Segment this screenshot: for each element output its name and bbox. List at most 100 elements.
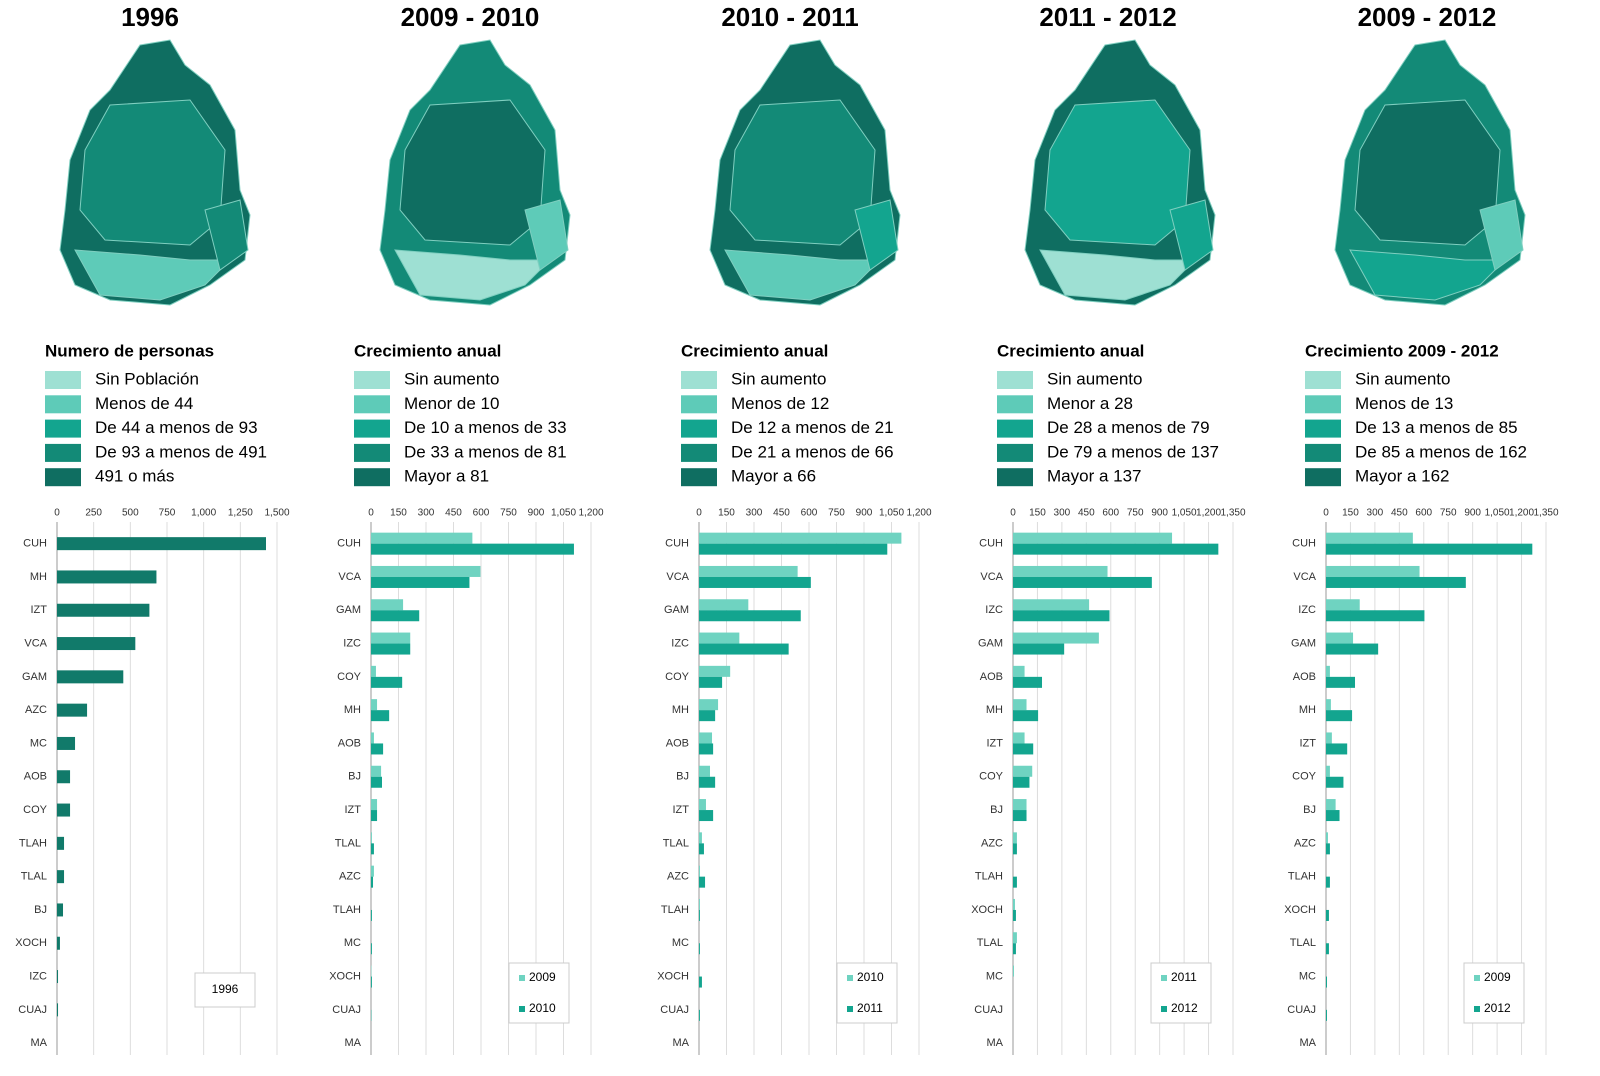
x-tick-label: 1,350 xyxy=(1533,508,1558,519)
x-tick-label: 450 xyxy=(445,508,462,519)
legend-label: De 79 a menos de 137 xyxy=(1047,442,1219,461)
legend-label: Sin aumento xyxy=(731,369,826,388)
bar xyxy=(57,936,60,950)
bar xyxy=(1326,876,1330,888)
category-label: XOCH xyxy=(971,904,1003,916)
category-label: IZC xyxy=(671,637,689,649)
bar xyxy=(371,876,374,888)
bar xyxy=(699,876,706,888)
legend-label: De 85 a menos de 162 xyxy=(1355,442,1527,461)
x-tick-label: 0 xyxy=(54,508,60,519)
bar xyxy=(1326,710,1353,722)
category-label: MC xyxy=(344,937,361,949)
legend-label: Mayor a 162 xyxy=(1355,467,1450,486)
x-tick-label: 750 xyxy=(500,508,517,519)
legend-swatch xyxy=(681,371,717,389)
bar xyxy=(1013,909,1016,921)
legend-swatch xyxy=(1305,468,1341,487)
category-label: AZC xyxy=(667,871,689,883)
category-label: VCA xyxy=(666,571,689,583)
bar xyxy=(1013,676,1043,688)
bar xyxy=(699,799,706,811)
x-tick-label: 450 xyxy=(1391,508,1408,519)
bar xyxy=(1013,932,1017,944)
map-region xyxy=(74,249,232,301)
bar xyxy=(1326,543,1533,555)
bar xyxy=(699,810,714,822)
x-tick-label: 750 xyxy=(159,508,176,519)
bar xyxy=(699,676,723,688)
category-label: CUH xyxy=(23,538,47,550)
category-label: MA xyxy=(345,1037,362,1049)
bar xyxy=(1326,699,1331,711)
bar xyxy=(699,599,749,611)
legend-label: Sin aumento xyxy=(404,369,499,388)
category-label: GAM xyxy=(1291,637,1316,649)
category-label: IZC xyxy=(1298,604,1316,616)
bar xyxy=(57,603,150,617)
bar xyxy=(371,643,411,655)
legend-title: Crecimiento 2009 - 2012 xyxy=(1305,341,1499,360)
category-label: AOB xyxy=(24,771,47,783)
category-label: MA xyxy=(1300,1037,1317,1049)
bar xyxy=(1326,576,1466,588)
x-tick-label: 0 xyxy=(696,508,702,519)
bar xyxy=(371,776,382,788)
category-label: MA xyxy=(31,1037,48,1049)
legend-swatch xyxy=(847,975,853,981)
legend-label: De 10 a menos de 33 xyxy=(404,418,567,437)
bar xyxy=(57,570,157,584)
legend-swatch xyxy=(1161,975,1167,981)
legend-label: Sin aumento xyxy=(1047,369,1142,388)
legend-label: 2009 xyxy=(529,970,556,984)
legend-swatch xyxy=(997,395,1033,414)
category-label: TLAL xyxy=(663,837,689,849)
bar xyxy=(1013,832,1017,844)
category-label: AOB xyxy=(1293,671,1316,683)
legend-swatch xyxy=(1305,395,1341,414)
category-label: VCA xyxy=(24,637,47,649)
x-tick-label: 600 xyxy=(1102,508,1119,519)
category-label: GAM xyxy=(664,604,689,616)
map-region xyxy=(729,99,876,246)
bar xyxy=(699,976,702,988)
legend-label: Mayor a 81 xyxy=(404,467,489,486)
x-tick-label: 300 xyxy=(746,508,763,519)
x-tick-label: 1,200 xyxy=(906,508,931,519)
legend-label: Mayor a 66 xyxy=(731,467,816,486)
legend-label: 2012 xyxy=(1484,1001,1511,1015)
bar xyxy=(57,903,64,917)
bar xyxy=(371,943,372,955)
x-tick-label: 0 xyxy=(1010,508,1016,519)
bar xyxy=(1326,610,1425,622)
legend-swatch xyxy=(354,371,390,389)
legend-label: 2011 xyxy=(857,1001,883,1015)
bar xyxy=(371,543,574,555)
category-label: MH xyxy=(1299,704,1316,716)
category-label: XOCH xyxy=(15,937,47,949)
bar xyxy=(371,743,384,755)
x-tick-label: 750 xyxy=(1440,508,1457,519)
bar xyxy=(371,665,376,677)
x-tick-label: 1,050 xyxy=(1172,508,1197,519)
legend-swatch xyxy=(1305,419,1341,438)
bar xyxy=(699,632,740,644)
bar xyxy=(1013,876,1017,888)
legend-label: De 21 a menos de 66 xyxy=(731,442,894,461)
bar xyxy=(57,836,65,850)
category-label: AZC xyxy=(981,837,1003,849)
legend-label: De 93 a menos de 491 xyxy=(95,442,267,461)
map-region xyxy=(1349,249,1507,301)
map-region xyxy=(204,199,249,271)
legend-box xyxy=(1150,962,1212,1024)
category-label: VCA xyxy=(1293,571,1316,583)
map-region xyxy=(1479,199,1524,271)
bar xyxy=(1013,576,1152,588)
x-tick-label: 250 xyxy=(85,508,102,519)
map-region xyxy=(1044,99,1191,246)
x-tick-label: 1,050 xyxy=(551,508,576,519)
legend-swatch xyxy=(681,443,717,462)
category-label: VCA xyxy=(980,571,1003,583)
category-label: GAM xyxy=(22,671,47,683)
legend-label: De 44 a menos de 93 xyxy=(95,418,258,437)
